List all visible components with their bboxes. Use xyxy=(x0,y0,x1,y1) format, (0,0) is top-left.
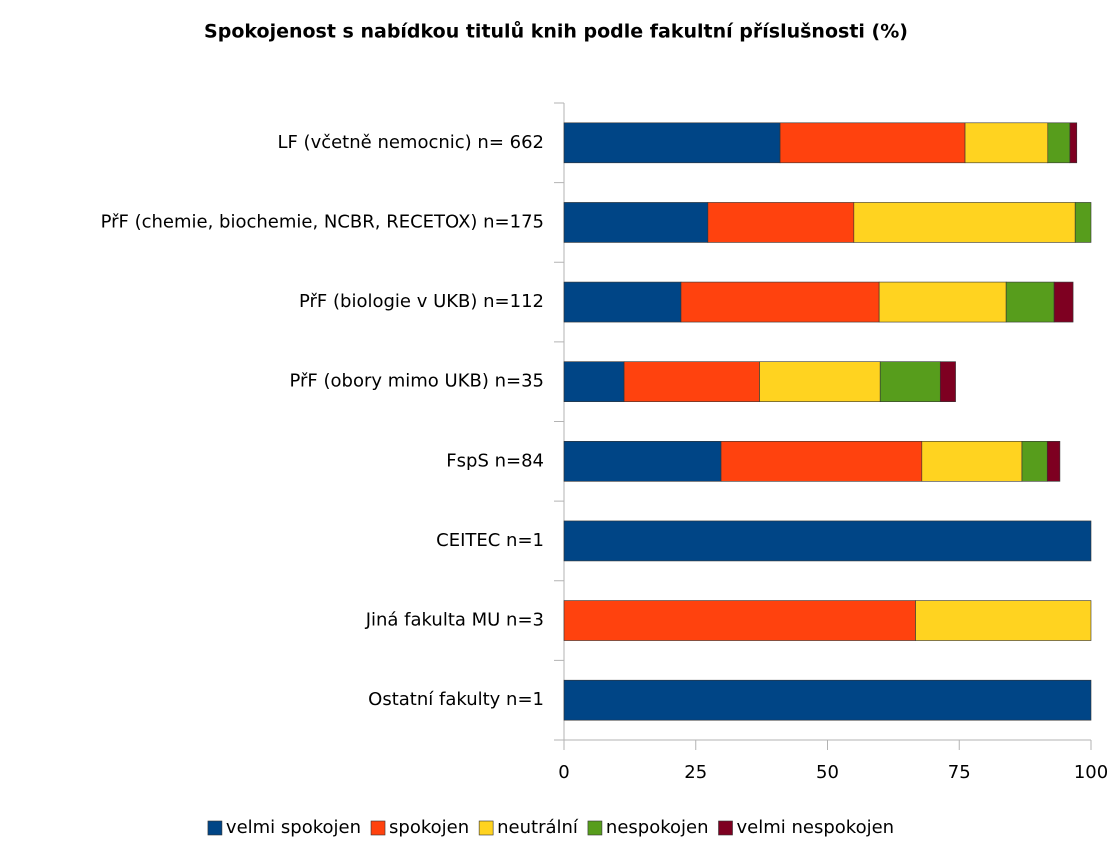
category-label: PřF (obory mimo UKB) n=35 xyxy=(289,371,544,392)
x-tick-label: 25 xyxy=(684,762,707,783)
bar-segment xyxy=(1021,441,1048,482)
legend-label: velmi spokojen xyxy=(226,817,361,838)
legend-swatch xyxy=(478,820,494,836)
x-tick-label: 75 xyxy=(948,762,971,783)
bar-segment xyxy=(680,281,880,323)
x-tick-label: 50 xyxy=(816,762,839,783)
bar-segment xyxy=(720,441,923,482)
category-label: Ostatní fakulty n=1 xyxy=(368,689,544,710)
bar-segment xyxy=(759,361,881,402)
bar-segment xyxy=(779,122,966,164)
bar-segment xyxy=(563,600,916,641)
bar-segment xyxy=(1053,281,1074,323)
legend-label: neutrální xyxy=(497,817,579,838)
bar-segment xyxy=(1047,122,1071,164)
legend-label: nespokojen xyxy=(606,817,709,838)
bar-segment xyxy=(1074,202,1092,243)
x-tick-label: 0 xyxy=(558,762,569,783)
bar-segment xyxy=(563,441,722,482)
chart-title: Spokojenost s nabídkou titulů knih podle… xyxy=(204,20,908,43)
bar-segment xyxy=(853,202,1076,243)
category-label: FspS n=84 xyxy=(446,450,544,471)
bar-segment xyxy=(563,361,625,402)
bar-segment xyxy=(563,281,682,323)
bar-segment xyxy=(563,202,709,243)
bar-segment xyxy=(707,202,855,243)
category-label: LF (včetně nemocnic) n= 662 xyxy=(277,132,544,153)
legend-swatch xyxy=(207,820,223,836)
bar-segment xyxy=(964,122,1049,164)
bar-segment xyxy=(878,281,1007,323)
bar-segment xyxy=(623,361,760,402)
legend-swatch xyxy=(718,820,733,836)
bar-segment xyxy=(915,600,1092,641)
bar-segment xyxy=(939,361,956,402)
bar-segment xyxy=(563,679,1092,721)
bar-segment xyxy=(921,441,1023,482)
bar-segment xyxy=(563,520,1092,562)
bar-segment xyxy=(1005,281,1055,323)
legend-swatch xyxy=(587,820,603,836)
x-tick-label: 100 xyxy=(1074,762,1108,783)
category-label: PřF (biologie v UKB) n=112 xyxy=(299,291,544,312)
category-label: Jiná fakulta MU n=3 xyxy=(365,610,544,631)
bar-segment xyxy=(1069,122,1078,164)
bar-segment xyxy=(563,122,781,164)
bar-segment xyxy=(879,361,941,402)
legend-swatch xyxy=(370,820,386,836)
legend-label: velmi nespokojen xyxy=(737,817,895,838)
legend-label: spokojen xyxy=(389,817,469,838)
bar-segment xyxy=(1046,441,1061,482)
category-label: PřF (chemie, biochemie, NCBR, RECETOX) n… xyxy=(101,211,544,232)
category-label: CEITEC n=1 xyxy=(436,530,544,551)
